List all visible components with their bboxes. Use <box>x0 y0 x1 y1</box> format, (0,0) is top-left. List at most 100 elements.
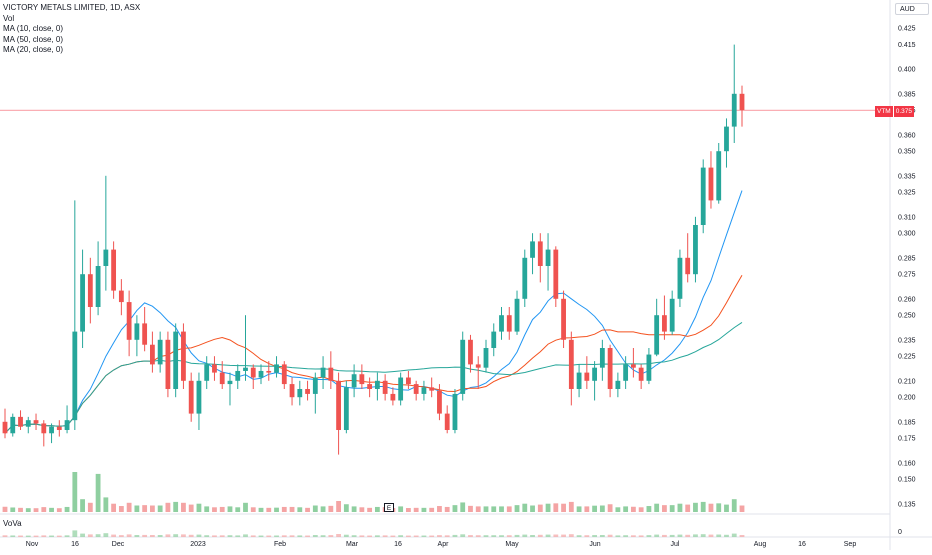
candle-body <box>607 348 613 389</box>
volume-bar <box>685 504 691 512</box>
candle-body <box>700 167 706 225</box>
volume-bar <box>724 504 729 512</box>
volume-bar <box>646 506 652 512</box>
time-axis-label: Dec <box>112 541 125 548</box>
candle-body <box>118 290 124 303</box>
volume-bar <box>33 508 39 512</box>
vova-bar <box>584 535 590 537</box>
vova-bar <box>607 534 613 537</box>
volume-bar <box>10 507 16 512</box>
volume-bar <box>452 505 458 512</box>
candle-body <box>181 331 186 381</box>
candle-body <box>25 420 31 427</box>
volume-bar <box>568 501 574 512</box>
candle-body <box>669 298 675 332</box>
time-axis-label: Aug <box>754 541 767 548</box>
candle-body <box>491 331 497 348</box>
currency-selector[interactable]: AUD <box>895 3 929 15</box>
volume-bar <box>444 506 450 512</box>
candle-body <box>41 423 47 434</box>
vova-bar <box>274 535 279 537</box>
candle-body <box>630 364 636 368</box>
ma20-line <box>4 275 743 434</box>
volume-bar <box>56 508 62 512</box>
vova-bar <box>406 535 411 537</box>
earnings-marker[interactable]: E <box>384 503 394 512</box>
ma50-legend[interactable]: MA (50, close, 0) <box>3 34 64 44</box>
time-axis-label: Sep <box>844 541 857 548</box>
candle-body <box>716 151 722 201</box>
vova-bar <box>545 534 551 537</box>
volume-bar <box>18 507 23 512</box>
candle-body <box>382 380 388 394</box>
vova-bar <box>468 535 473 537</box>
volume-bar <box>576 506 582 512</box>
candle-body <box>142 323 148 345</box>
vova-bar <box>305 535 310 537</box>
volume-bar <box>80 499 85 512</box>
vova-bar <box>530 535 535 537</box>
vova-bar <box>297 535 303 537</box>
ma20-legend[interactable]: MA (20, close, 0) <box>3 45 64 54</box>
vova-bar <box>235 535 241 537</box>
symbol-title[interactable]: VICTORY METALS LIMITED, 1D, ASX <box>3 3 141 12</box>
candle-body <box>328 367 334 381</box>
candle-body <box>87 274 93 307</box>
vova-bar <box>398 535 404 537</box>
vova-bar <box>437 535 442 537</box>
volume-bar <box>149 505 155 512</box>
vova-bar <box>576 535 582 537</box>
candle-body <box>64 420 70 430</box>
candle-body <box>693 225 698 275</box>
vova-bar <box>630 535 636 537</box>
volume-bar <box>126 502 132 512</box>
candle-body <box>72 331 78 421</box>
volume-bar <box>305 507 310 512</box>
volume-bar <box>460 502 466 512</box>
volume-bar <box>258 507 264 512</box>
vova-bar <box>351 535 357 537</box>
vova-bar <box>677 534 683 537</box>
vova-legend[interactable]: VoVa <box>3 519 22 528</box>
vova-bar <box>157 535 163 537</box>
volume-bar <box>118 506 124 512</box>
candle-body <box>413 384 419 394</box>
volume-bar <box>41 507 47 512</box>
vova-bar <box>568 534 574 537</box>
vova-bar <box>64 535 70 537</box>
price-axis-label: 0.235 <box>898 337 916 344</box>
vova-bar <box>126 534 132 537</box>
vova-bar <box>452 534 458 537</box>
volume-bar <box>677 503 683 512</box>
volume-bar <box>413 507 419 512</box>
volume-bar <box>227 506 233 512</box>
volume-bar <box>739 505 745 512</box>
vova-bar <box>343 534 349 537</box>
volume-bar <box>437 506 442 512</box>
candle-body <box>406 377 411 385</box>
volume-bar <box>165 502 171 512</box>
vova-bar <box>506 535 512 537</box>
vova-bar <box>421 535 427 537</box>
volume-bar <box>421 507 427 512</box>
candle-body <box>320 367 326 378</box>
candle-body <box>2 421 8 434</box>
volume-bar <box>103 497 109 512</box>
vova-bar <box>646 535 652 537</box>
price-axis-label: 0.275 <box>898 272 916 279</box>
vova-bar <box>72 530 78 537</box>
vova-bar <box>599 535 605 537</box>
candle-body <box>514 298 520 332</box>
vova-bar <box>328 535 334 537</box>
candle-body <box>18 416 23 427</box>
candle-body <box>662 315 667 332</box>
vova-bar <box>367 535 373 537</box>
ma10-legend[interactable]: MA (10, close, 0) <box>3 24 64 33</box>
vova-bar <box>638 535 644 537</box>
volume-legend[interactable]: Vol <box>3 13 15 23</box>
volume-bar <box>592 505 598 512</box>
volume-bar <box>49 507 54 512</box>
volume-bar <box>406 508 411 512</box>
